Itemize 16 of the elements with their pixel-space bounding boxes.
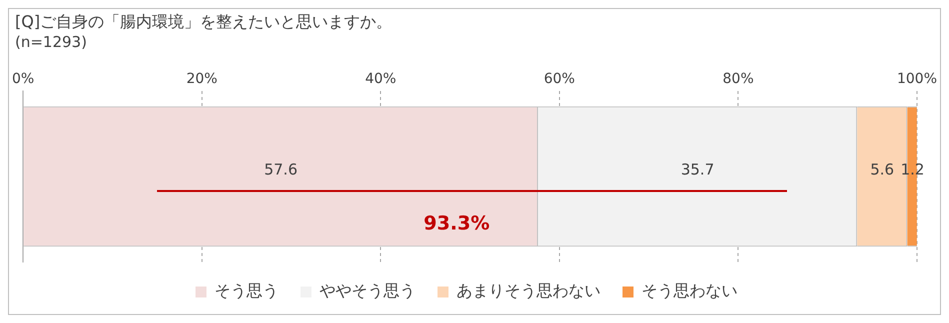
x-tick-label: 0% [12,71,34,88]
x-tick-label: 40% [365,71,396,88]
data-label: 35.7 [680,160,714,178]
x-tick-label: 60% [544,71,575,88]
x-tick-label: 20% [186,71,218,88]
legend-label: ややそう思う [320,281,416,300]
data-label: 57.6 [264,160,298,178]
legend-label: そう思う [214,281,278,300]
chart-subtitle: (n=1293) [15,33,87,52]
chart-title: [Q]ご自身の「腸内環境」を整えたいと思いますか。 [15,12,392,31]
x-tick-label: 80% [722,71,754,88]
x-tick-label: 100% [896,71,938,88]
data-label: 5.6 [870,160,894,178]
legend-label: そう思わない [642,281,738,300]
annotation: 93.3% [424,212,490,234]
legend-label: あまりそう思わない [456,281,600,300]
